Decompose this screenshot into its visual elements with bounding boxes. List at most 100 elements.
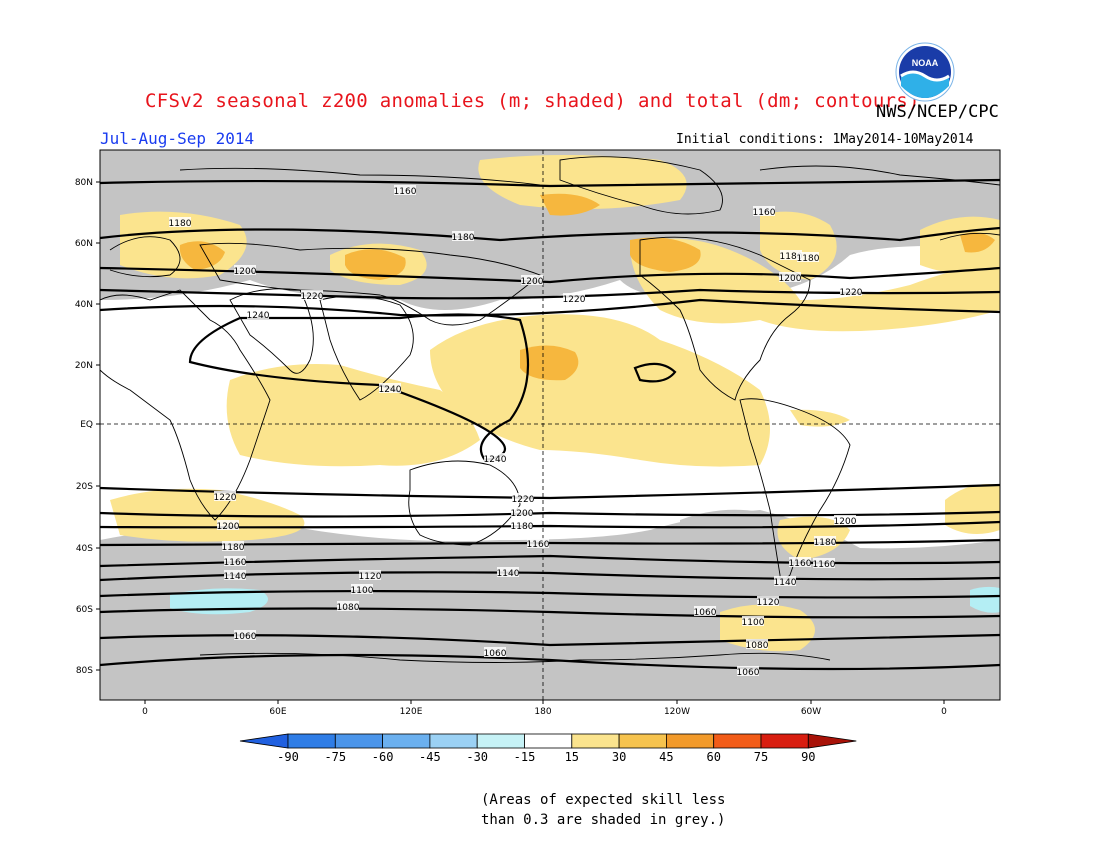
lon-label: 120W xyxy=(664,707,690,717)
contour-label: 1200 xyxy=(834,517,857,527)
contour-label: 1120 xyxy=(359,572,382,582)
contour-label: 1060 xyxy=(694,608,717,618)
contour-label: 1240 xyxy=(247,311,270,321)
contour-label-bg xyxy=(484,453,506,463)
lon-label: 0 xyxy=(941,707,947,717)
contour-label: 1060 xyxy=(234,632,257,642)
height-contours xyxy=(100,178,1000,671)
contour-label-bg xyxy=(247,309,269,319)
contour-label: 1220 xyxy=(214,493,237,503)
contour-label: 1220 xyxy=(840,288,863,298)
chart-title: CFSv2 seasonal z200 anomalies (m; shaded… xyxy=(145,90,920,112)
contour-label-bg xyxy=(742,616,764,626)
contour-label-bg xyxy=(351,584,373,594)
colorbar-label: 60 xyxy=(706,750,720,764)
contour-label-bg xyxy=(694,606,716,616)
lon-label: 0 xyxy=(142,707,148,717)
agency-label: NWS/NCEP/CPC xyxy=(876,102,999,122)
contour-label: 1160 xyxy=(813,560,836,570)
colorbar-segment xyxy=(666,733,715,749)
contour-label: 1100 xyxy=(742,618,765,628)
colorbar-label: -60 xyxy=(372,750,394,764)
noaa-logo: NOAA xyxy=(895,42,955,102)
contour-label: 1200 xyxy=(511,509,534,519)
contour-label-bg xyxy=(737,666,759,676)
colorbar-segment xyxy=(334,733,383,749)
lat-label: 40N xyxy=(75,300,93,310)
initial-conditions-label: Initial conditions: 1May2014-10May2014 xyxy=(676,132,974,147)
contour-label-bg xyxy=(840,286,862,296)
contour-label: 1160 xyxy=(527,540,550,550)
colorbar-label: -90 xyxy=(277,750,299,764)
contour-label-bg xyxy=(337,601,359,611)
colorbar-segment xyxy=(524,733,573,749)
colorbar-left-arrow xyxy=(239,733,289,749)
colorbar-label: -30 xyxy=(466,750,488,764)
contour-label-bg xyxy=(757,596,779,606)
contour-label-bg xyxy=(217,520,239,530)
colorbar-segment xyxy=(760,733,809,749)
strong-positive-anomaly-shading xyxy=(179,193,995,381)
contour-label: 1160 xyxy=(789,559,812,569)
contour-label-bg xyxy=(779,272,801,282)
lat-label: 80S xyxy=(76,666,93,676)
longitude-labels: 0 60E 120E 180 120W 60W 0 xyxy=(142,700,947,717)
contour-label: 1180 xyxy=(797,254,820,264)
map-frame xyxy=(99,149,1001,701)
contour-label: 1220 xyxy=(512,495,535,505)
contour-label: 1240 xyxy=(379,385,402,395)
contour-label: 1200 xyxy=(234,267,257,277)
contour-label-bg xyxy=(780,250,802,260)
lon-label: 60E xyxy=(269,707,286,717)
contour-label-bg xyxy=(484,647,506,657)
colorbar-segment xyxy=(287,733,336,749)
contour-label: 1160 xyxy=(753,208,776,218)
colorbar-label: -75 xyxy=(324,750,346,764)
contour-label-bg xyxy=(234,630,256,640)
skill-note-line-1: (Areas of expected skill less xyxy=(481,792,726,808)
contour-label: 1080 xyxy=(337,603,360,613)
colorbar-segment xyxy=(476,733,525,749)
colorbar-right-arrow xyxy=(807,733,857,749)
contour-label-bg xyxy=(834,515,856,525)
colorbar-segment xyxy=(382,733,431,749)
colorbar-label: 30 xyxy=(612,750,626,764)
contour-label-bg xyxy=(753,206,775,216)
contour-label: 1140 xyxy=(497,569,520,579)
contour-label-bg xyxy=(452,231,474,241)
contour-label-bg xyxy=(224,570,246,580)
contour-label-bg xyxy=(521,275,543,285)
contour-label-bg xyxy=(234,265,256,275)
lat-label: 20N xyxy=(75,361,93,371)
contour-label: 1200 xyxy=(217,522,240,532)
contour-label-bg xyxy=(169,217,191,227)
contour-label-bg xyxy=(813,558,835,568)
contour-label: 1180 xyxy=(222,543,245,553)
contour-label: 1180 xyxy=(169,219,192,229)
skill-note-line-2: than 0.3 are shaded in grey.) xyxy=(481,812,726,828)
contour-label-bg xyxy=(359,570,381,580)
contour-label: 1180 xyxy=(814,538,837,548)
lat-label: 60N xyxy=(75,239,93,249)
contour-label: 1180 xyxy=(511,522,534,532)
colorbar-label: 15 xyxy=(565,750,579,764)
colorbar-segment xyxy=(618,733,667,749)
colorbar-label: 90 xyxy=(801,750,815,764)
colorbar-label: 75 xyxy=(754,750,768,764)
contour-label-bg xyxy=(224,556,246,566)
contour-label: 1220 xyxy=(563,295,586,305)
contour-label-bg xyxy=(301,290,323,300)
contour-label: 1120 xyxy=(757,598,780,608)
contour-label: 1060 xyxy=(484,649,507,659)
lat-label: 40S xyxy=(76,544,93,554)
season-label: Jul-Aug-Sep 2014 xyxy=(100,129,255,148)
lat-label: 20S xyxy=(76,482,93,492)
contour-label-bg xyxy=(511,507,533,517)
contour-label-bg xyxy=(563,293,585,303)
colorbar-segment xyxy=(571,733,620,749)
contour-label: 1140 xyxy=(774,578,797,588)
contour-label: 1240 xyxy=(484,455,507,465)
lat-label: 80N xyxy=(75,178,93,188)
contour-label: 1220 xyxy=(301,292,324,302)
